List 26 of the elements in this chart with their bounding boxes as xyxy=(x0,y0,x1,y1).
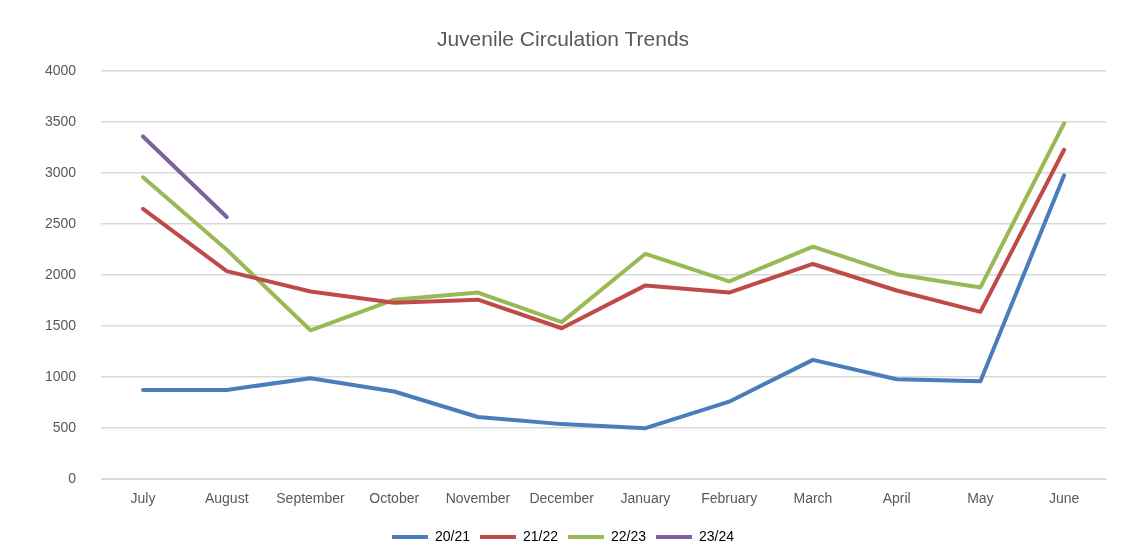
x-tick-label: September xyxy=(276,490,346,507)
x-tick-label: February xyxy=(701,490,758,507)
y-tick-label: 2000 xyxy=(44,266,77,283)
x-tick-label: August xyxy=(204,490,249,507)
x-tick-label: January xyxy=(620,490,671,507)
legend-label: 22/23 xyxy=(611,527,647,544)
y-tick-label: 4000 xyxy=(44,62,77,79)
y-tick-label: 0 xyxy=(68,470,77,487)
y-tick-label: 1500 xyxy=(44,317,77,334)
x-tick-label: November xyxy=(445,490,511,507)
y-tick-label: 500 xyxy=(52,419,77,436)
x-tick-label: June xyxy=(1048,490,1080,507)
legend-label: 20/21 xyxy=(434,527,471,544)
y-tick-label: 2500 xyxy=(44,215,77,232)
y-tick-label: 3500 xyxy=(44,113,77,130)
chart-title: Juvenile Circulation Trends xyxy=(436,27,690,51)
x-tick-label: December xyxy=(529,490,595,507)
x-tick-label: April xyxy=(882,490,911,507)
x-tick-label: May xyxy=(967,490,994,507)
y-tick-label: 3000 xyxy=(44,164,77,181)
x-tick-label: March xyxy=(793,490,833,507)
legend-label: 21/22 xyxy=(522,527,559,544)
x-tick-label: October xyxy=(369,490,420,507)
legend-label: 23/24 xyxy=(699,527,735,544)
x-tick-label: July xyxy=(130,490,156,507)
y-tick-label: 1000 xyxy=(44,368,77,385)
